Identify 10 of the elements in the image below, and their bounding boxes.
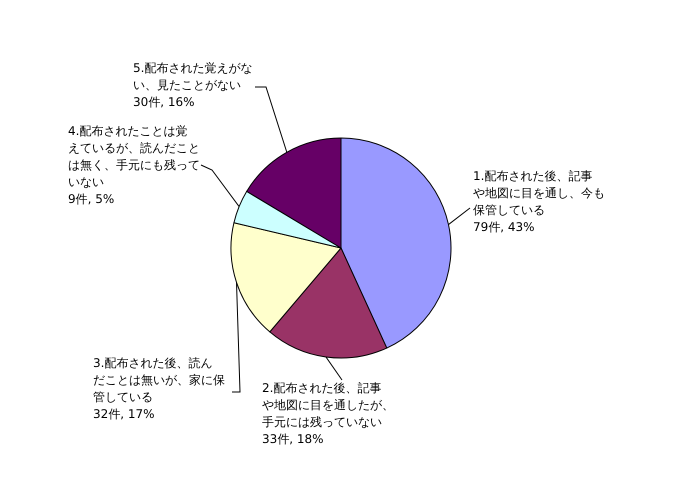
data-label: 9件, 5% — [68, 192, 114, 206]
data-label: 79件, 43% — [473, 220, 535, 234]
slice-label: 4.配布されたことは覚えているが、読んだことは無く、手元にも残っていない — [68, 124, 200, 189]
slice-label: 1.配布された後、記事や地図に目を通し、今も保管している — [473, 169, 605, 217]
data-label: 32件, 17% — [93, 407, 155, 421]
data-label: 33件, 18% — [262, 432, 324, 446]
slice-label: 3.配布された後、読んだことは無いが、家に保管している — [93, 356, 225, 404]
slice-label: 5.配布された覚えがない、見たことがない — [133, 61, 252, 92]
slice-label: 2.配布された後、記事や地図に目を通したが、手元には残っていない — [262, 381, 394, 429]
data-label: 30件, 16% — [133, 95, 195, 109]
